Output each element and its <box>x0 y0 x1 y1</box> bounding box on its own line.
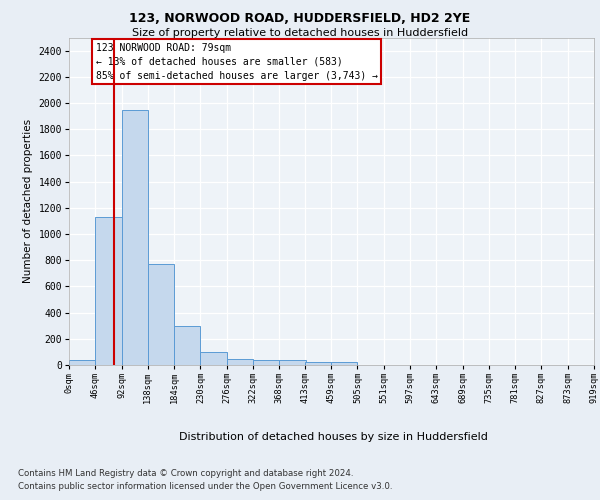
Bar <box>122 110 148 365</box>
Bar <box>69 360 95 365</box>
Bar <box>305 362 331 365</box>
Bar <box>331 362 358 365</box>
Bar <box>174 326 200 365</box>
Text: Distribution of detached houses by size in Huddersfield: Distribution of detached houses by size … <box>179 432 487 442</box>
Bar <box>95 217 122 365</box>
Bar <box>279 360 305 365</box>
Text: Size of property relative to detached houses in Huddersfield: Size of property relative to detached ho… <box>132 28 468 38</box>
Bar <box>227 359 253 365</box>
Bar <box>253 360 279 365</box>
Text: Contains HM Land Registry data © Crown copyright and database right 2024.: Contains HM Land Registry data © Crown c… <box>18 468 353 477</box>
Y-axis label: Number of detached properties: Number of detached properties <box>23 119 33 284</box>
Text: 123 NORWOOD ROAD: 79sqm
← 13% of detached houses are smaller (583)
85% of semi-d: 123 NORWOOD ROAD: 79sqm ← 13% of detache… <box>96 42 378 80</box>
Bar <box>148 264 174 365</box>
Text: 123, NORWOOD ROAD, HUDDERSFIELD, HD2 2YE: 123, NORWOOD ROAD, HUDDERSFIELD, HD2 2YE <box>130 12 470 26</box>
Text: Contains public sector information licensed under the Open Government Licence v3: Contains public sector information licen… <box>18 482 392 491</box>
Bar <box>200 352 227 365</box>
